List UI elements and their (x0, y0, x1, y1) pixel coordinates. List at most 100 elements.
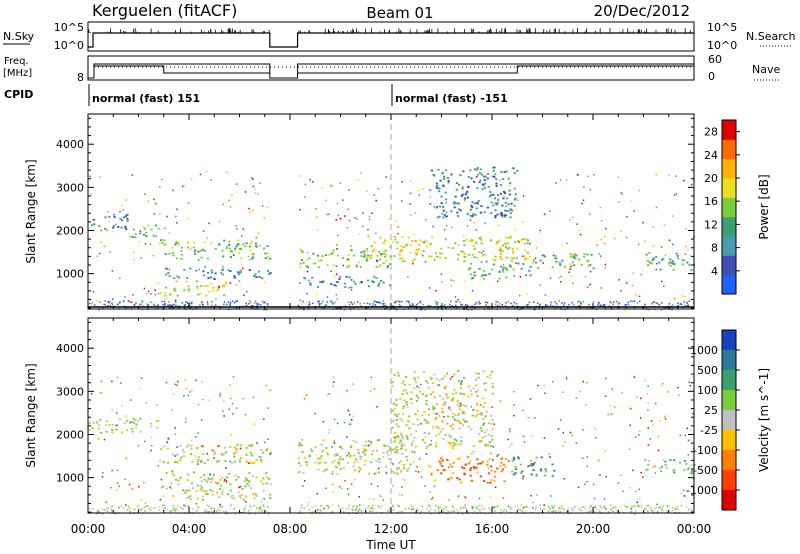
echo-cell (164, 253, 167, 255)
echo-cell (217, 287, 220, 289)
noise-cell (515, 262, 517, 264)
ground-cell (140, 509, 142, 511)
echo-cell (494, 259, 497, 261)
noise-cell (332, 376, 334, 378)
echo-cell (228, 247, 231, 250)
noise-cell (652, 245, 655, 247)
echo-cell (480, 275, 483, 277)
ground-cell (572, 509, 575, 511)
echo-cell (479, 427, 482, 429)
ground-cell (332, 303, 334, 305)
noise-cell (559, 179, 562, 181)
echo-cell (480, 440, 483, 442)
echo-cell (440, 407, 444, 410)
noise-cell (427, 464, 430, 466)
ground-cell (495, 300, 497, 303)
ground-cell (549, 304, 552, 306)
echo-cell (489, 481, 492, 484)
noise-cell (602, 242, 604, 245)
echo-cell (484, 175, 487, 178)
ground-cell (599, 510, 601, 513)
noise-cell (156, 404, 158, 406)
echo-cell (498, 277, 501, 280)
ground-cell (255, 507, 258, 509)
noise-cell (656, 262, 658, 265)
echo-cell (469, 273, 472, 276)
echo-cell (473, 256, 476, 259)
ground-cell (162, 504, 164, 507)
ground-cell (644, 507, 646, 510)
noise-cell (625, 282, 628, 284)
echo-cell (421, 439, 425, 441)
noise-cell (128, 507, 131, 510)
noise-cell (529, 398, 532, 400)
ground-cell (472, 506, 474, 508)
echo-cell (471, 201, 474, 204)
noise-cell (661, 465, 663, 468)
ground-cell (504, 305, 507, 307)
echo-cell (669, 258, 672, 261)
noise-cell (466, 225, 469, 227)
ground-cell (564, 308, 566, 311)
noise-cell (675, 175, 677, 177)
noise-cell (490, 452, 492, 455)
noise-cell (493, 506, 495, 509)
echo-cell (349, 446, 352, 449)
ground-cell (501, 304, 504, 306)
echo-cell (463, 467, 466, 470)
noise-cell (376, 449, 378, 452)
ground-cell (517, 508, 520, 511)
noise-cell (522, 221, 524, 223)
echo-cell (379, 279, 383, 282)
noise-cell (424, 261, 427, 263)
noise-cell (660, 246, 663, 249)
x-tick-label: 08:00 (273, 522, 308, 536)
echo-cell (359, 281, 362, 284)
echo-cell (216, 289, 219, 292)
noise-cell (253, 423, 256, 425)
nave-line (297, 65, 694, 74)
noise-cell (639, 497, 641, 500)
cpid-label: CPID (4, 88, 33, 101)
echo-cell (683, 460, 687, 462)
noise-cell (105, 501, 107, 503)
ground-cell (231, 300, 234, 302)
ground-cell (485, 301, 487, 303)
ground-cell (414, 511, 417, 514)
noise-cell (304, 480, 306, 482)
echo-cell (386, 265, 390, 267)
echo-cell (186, 445, 189, 448)
echo-cell (442, 206, 445, 208)
echo-cell (484, 182, 487, 185)
echo-cell (494, 470, 497, 473)
noise-cell (218, 496, 220, 498)
noise-cell (500, 457, 503, 459)
echo-cell (397, 435, 400, 437)
echo-cell (490, 444, 493, 447)
echo-cell (170, 482, 173, 485)
echo-cell (258, 276, 261, 278)
echo-cell (174, 461, 177, 463)
noise-cell (479, 302, 482, 305)
echo-cell (373, 241, 376, 244)
ground-cell (369, 303, 371, 305)
noise-cell (107, 210, 109, 213)
ground-cell (668, 303, 671, 305)
noise-cell (518, 241, 521, 243)
ground-cell (581, 506, 584, 508)
ground-cell (396, 504, 399, 506)
echo-cell (337, 463, 340, 466)
echo-cell (508, 264, 511, 267)
ground-cell (248, 300, 251, 302)
echo-cell (505, 236, 508, 239)
echo-cell (659, 268, 662, 271)
echo-cell (104, 216, 107, 219)
echo-cell (147, 224, 150, 227)
echo-cell (393, 255, 396, 257)
noise-cell (479, 179, 482, 182)
echo-cell (574, 257, 577, 260)
echo-cell (382, 281, 385, 284)
echo-cell (208, 290, 211, 293)
noise-cell (464, 420, 466, 423)
echo-cell (407, 467, 410, 470)
